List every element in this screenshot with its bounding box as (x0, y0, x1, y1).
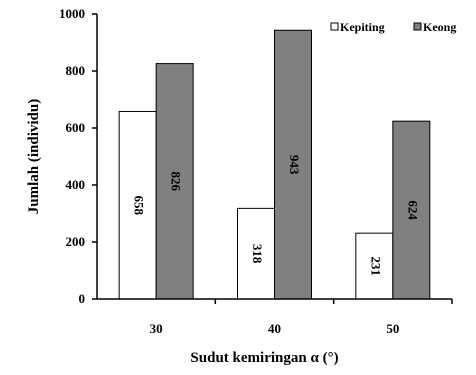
data-label: 624 (405, 200, 420, 220)
data-label: 231 (368, 256, 383, 276)
data-label: 318 (250, 244, 265, 264)
y-tick-label: 1000 (59, 6, 85, 21)
legend-swatch-keong (414, 23, 421, 30)
x-tick-label: 40 (268, 321, 281, 336)
y-tick-label: 800 (66, 63, 86, 78)
x-tick-label: 30 (150, 321, 163, 336)
legend-label-keong: Keong (423, 20, 456, 34)
y-tick-label: 600 (66, 120, 86, 135)
y-tick-label: 400 (66, 177, 86, 192)
bars: 658 826 318 943 231 624 (119, 30, 430, 299)
y-axis-ticks: 0 200 400 600 800 1000 (59, 6, 97, 306)
legend-label-kepiting: Kepiting (340, 20, 385, 34)
x-axis-ticks: 30 40 50 (150, 299, 452, 336)
y-tick-label: 200 (66, 234, 86, 249)
data-label: 658 (132, 195, 147, 215)
y-axis-title: Jumlah (individu) (26, 99, 42, 214)
data-label: 826 (169, 172, 184, 192)
y-tick-label: 0 (79, 291, 86, 306)
legend: Kepiting Keong (331, 20, 456, 34)
data-label: 943 (287, 155, 302, 175)
x-axis-title: Sudut kemiringan α (°) (190, 350, 338, 366)
legend-swatch-kepiting (331, 23, 338, 30)
x-tick-label: 50 (386, 321, 399, 336)
